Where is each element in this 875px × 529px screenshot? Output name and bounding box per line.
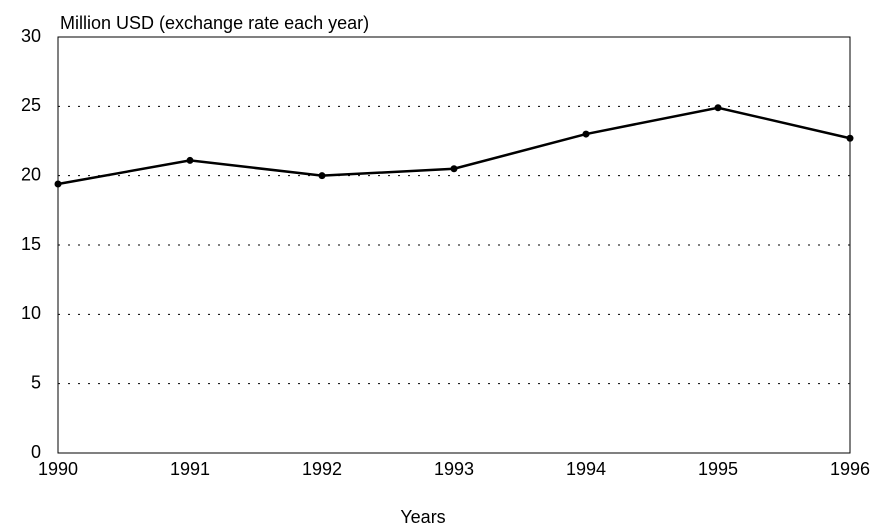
x-tick-label: 1993 (434, 459, 474, 479)
data-point (450, 165, 458, 173)
y-axis-label: Million USD (exchange rate each year) (60, 13, 369, 33)
y-tick-label: 15 (21, 234, 41, 254)
y-tick-label: 10 (21, 303, 41, 323)
x-tick-label: 1994 (566, 459, 606, 479)
y-tick-label: 30 (21, 26, 41, 46)
data-point (186, 156, 194, 164)
data-point (714, 104, 722, 112)
y-tick-label: 20 (21, 164, 41, 184)
data-point (846, 134, 854, 142)
x-tick-label: 1990 (38, 459, 78, 479)
data-point (318, 172, 326, 180)
x-tick-label: 1992 (302, 459, 342, 479)
x-tick-label: 1995 (698, 459, 738, 479)
y-tick-label: 5 (31, 372, 41, 392)
data-point (54, 180, 62, 188)
x-axis-label: Years (400, 507, 445, 527)
data-point (582, 130, 590, 138)
y-tick-label: 0 (31, 442, 41, 462)
x-tick-label: 1996 (830, 459, 870, 479)
data-line (57, 106, 851, 186)
y-tick-label: 25 (21, 95, 41, 115)
x-tick-label: 1991 (170, 459, 210, 479)
plot-frame (57, 36, 851, 454)
